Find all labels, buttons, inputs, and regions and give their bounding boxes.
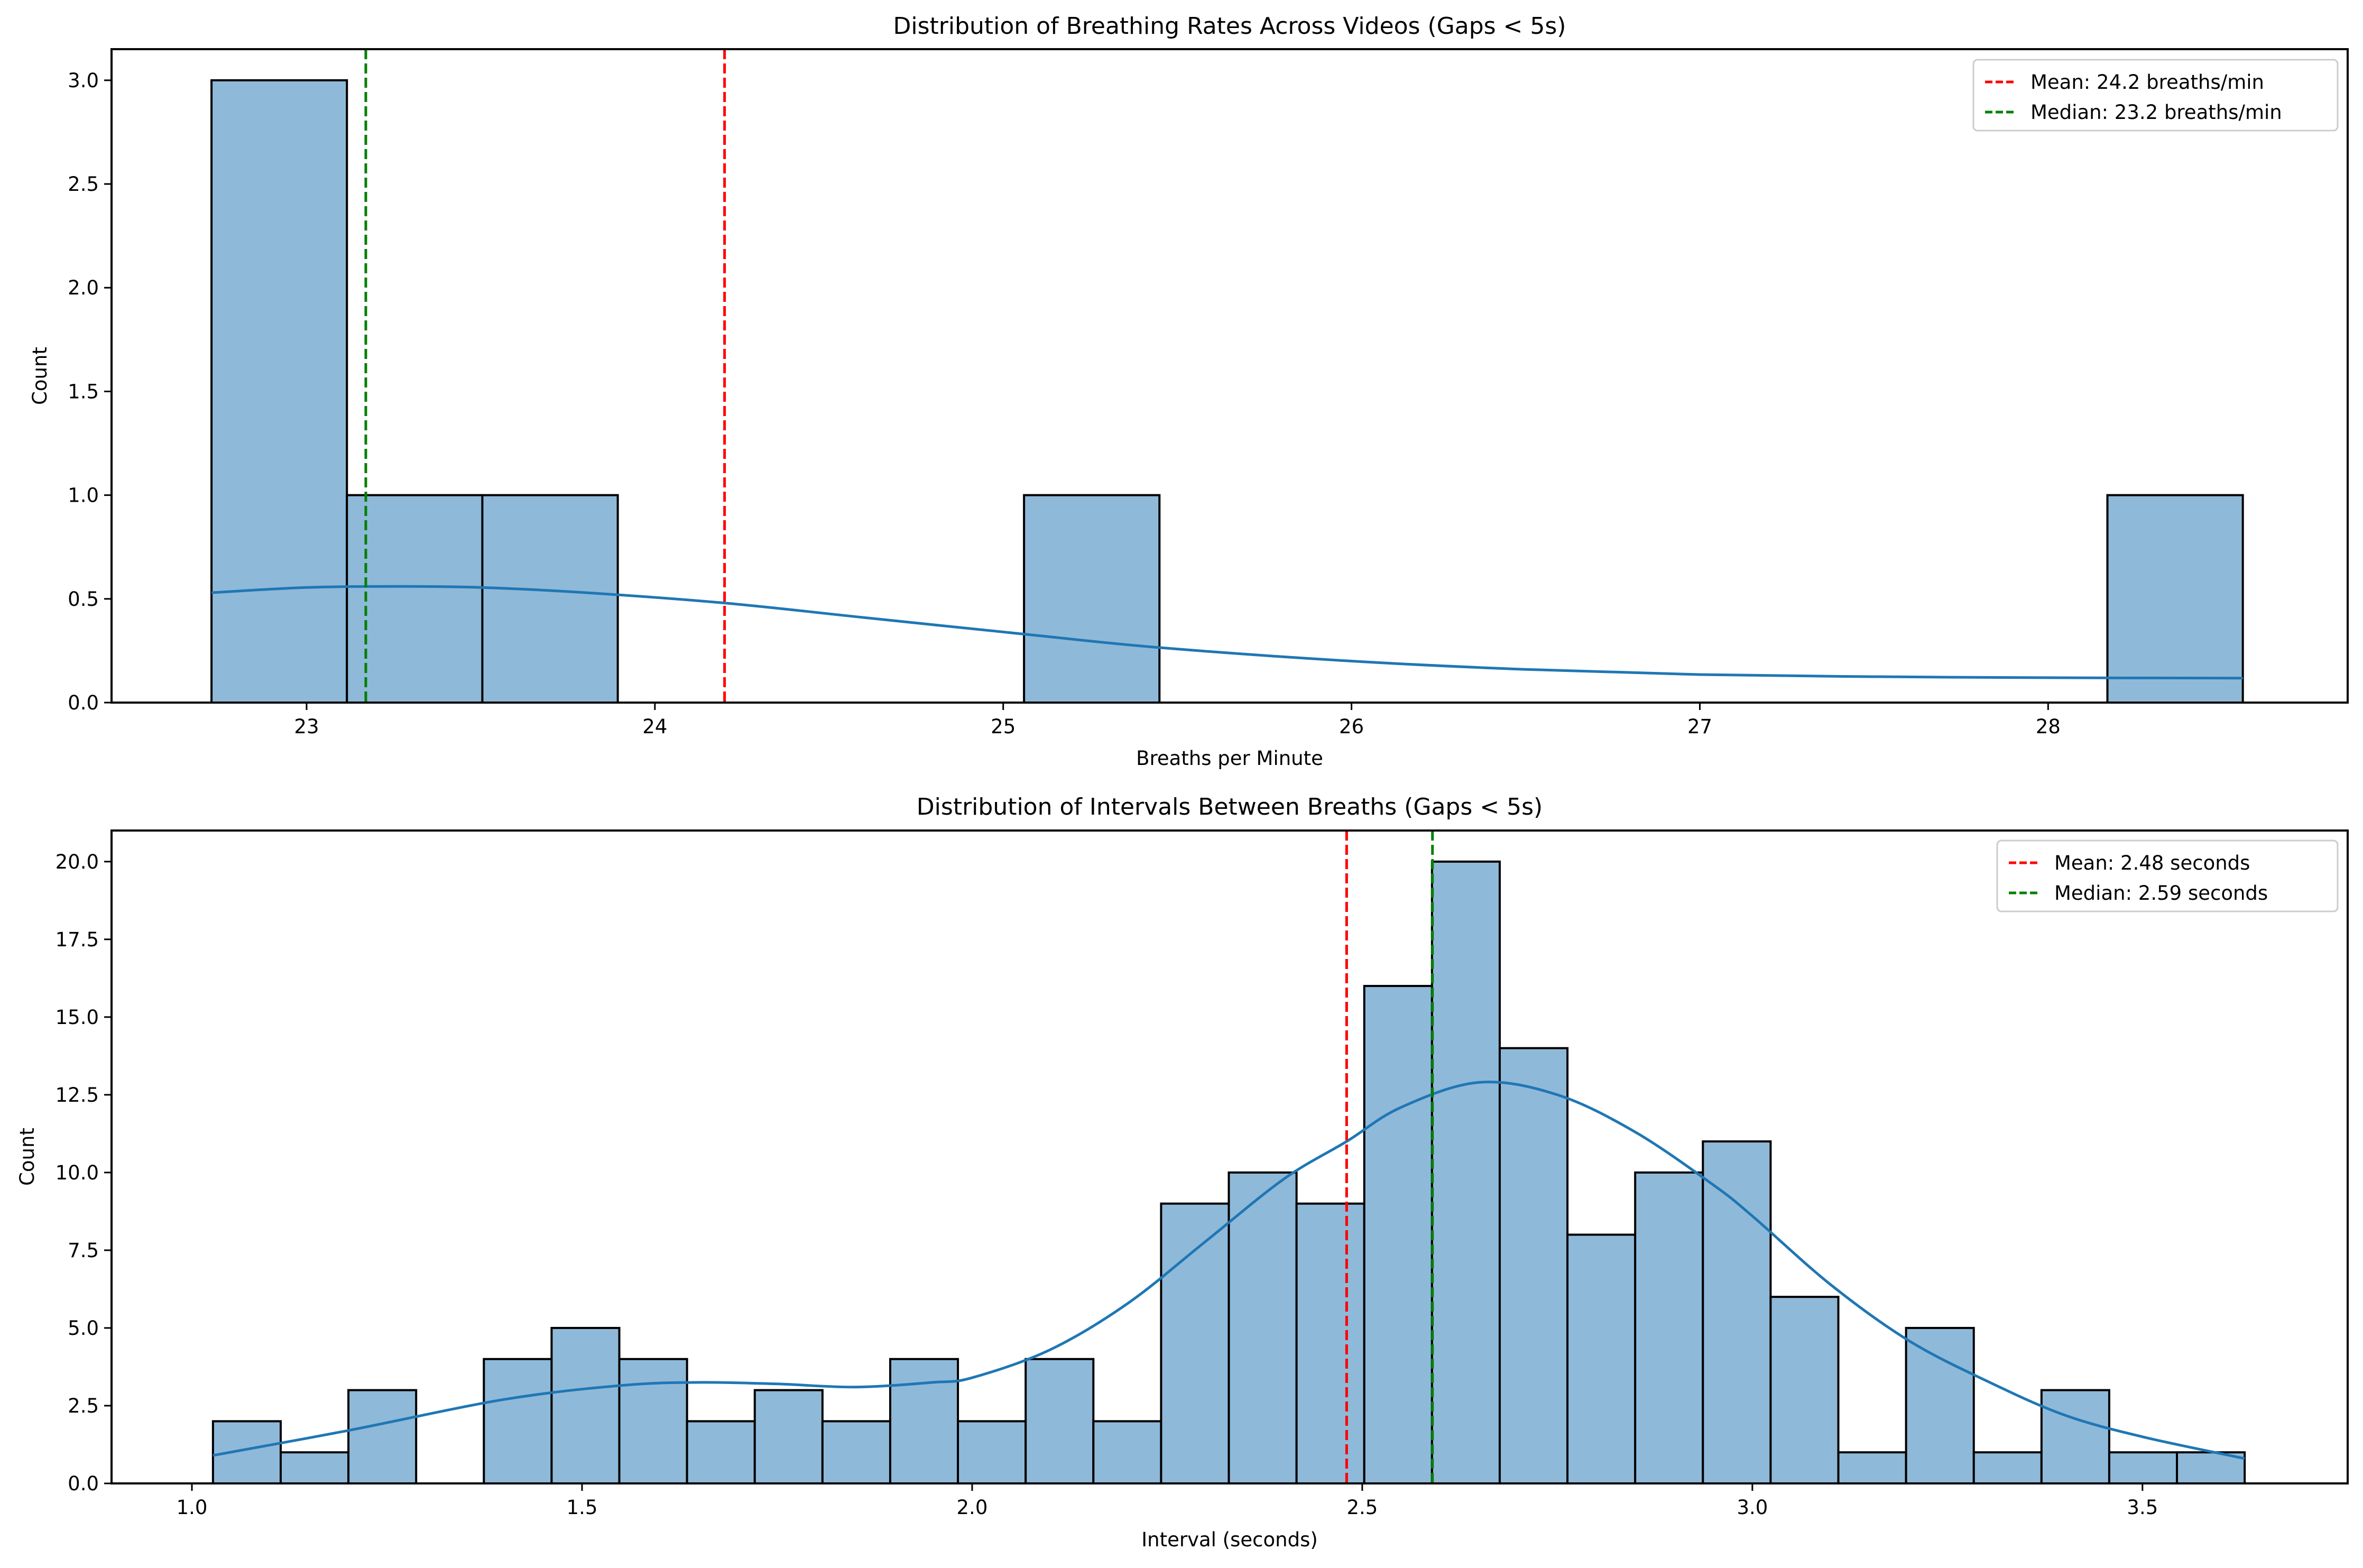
histogram-bar bbox=[1837, 1451, 1907, 1484]
histogram-bar bbox=[1769, 1296, 1840, 1484]
y-tick-label: 17.5 bbox=[56, 928, 99, 951]
axes bbox=[110, 829, 2349, 1484]
histogram-bar bbox=[821, 1420, 891, 1484]
x-tick-label: 23 bbox=[294, 715, 319, 738]
histogram-bar bbox=[686, 1420, 756, 1484]
histogram-bar bbox=[210, 79, 348, 704]
histogram-bar bbox=[2106, 494, 2244, 704]
y-tick-label: 1.0 bbox=[68, 484, 99, 507]
reference-lines bbox=[1345, 831, 1434, 1483]
kde-curve bbox=[211, 585, 2243, 680]
kde-curve bbox=[213, 1081, 2245, 1460]
breathing-rate-histogram: Distribution of Breathing Rates Across V… bbox=[29, 13, 2349, 770]
x-tick-label: 24 bbox=[642, 715, 667, 738]
axes-frame bbox=[110, 48, 2349, 704]
y-axis-label: Count bbox=[16, 1128, 39, 1186]
x-tick-label: 1.0 bbox=[177, 1496, 208, 1519]
x-tick-label: 2.5 bbox=[1346, 1496, 1378, 1519]
histogram-bar bbox=[1905, 1326, 1975, 1484]
chart-title: Distribution of Breathing Rates Across V… bbox=[893, 13, 1566, 40]
axes bbox=[110, 48, 2349, 704]
y-axis-ticks: 0.0 2.5 5.0 7.5 10.0 12.5 15.0 17.5 20.0 bbox=[56, 851, 112, 1495]
histogram-bar bbox=[2108, 1451, 2179, 1484]
legend-box bbox=[1996, 840, 2339, 912]
histogram-bar bbox=[1227, 1171, 1298, 1484]
y-tick-label: 7.5 bbox=[68, 1239, 99, 1262]
histogram-bar bbox=[481, 494, 619, 704]
histogram-bar bbox=[1092, 1420, 1162, 1484]
y-tick-label: 2.5 bbox=[68, 173, 99, 196]
axes-frame bbox=[110, 829, 2349, 1484]
legend: Mean: 24.2 breaths/min Median: 23.2 breat… bbox=[1972, 59, 2339, 132]
x-tick-label: 26 bbox=[1339, 715, 1364, 738]
histogram-bars bbox=[210, 79, 2244, 704]
histogram-bar bbox=[1430, 860, 1501, 1484]
histogram-bar bbox=[889, 1358, 959, 1485]
histogram-bar bbox=[279, 1451, 350, 1484]
y-tick-label: 3.0 bbox=[68, 69, 99, 92]
mean-legend-label: Mean: 2.48 seconds bbox=[2054, 852, 2250, 874]
y-tick-label: 2.0 bbox=[68, 276, 99, 299]
histogram-bar bbox=[1634, 1171, 1704, 1484]
histogram-bar bbox=[753, 1389, 824, 1485]
histogram-bar bbox=[957, 1420, 1027, 1484]
x-tick-label: 3.5 bbox=[2127, 1496, 2158, 1519]
y-axis-label: Count bbox=[29, 347, 51, 405]
x-tick-label: 3.0 bbox=[1737, 1496, 1768, 1519]
y-tick-label: 20.0 bbox=[56, 851, 99, 873]
histogram-bar bbox=[1566, 1233, 1637, 1485]
x-tick-label: 28 bbox=[2036, 715, 2061, 738]
breath-interval-histogram: Distribution of Intervals Between Breath… bbox=[16, 794, 2349, 1551]
reference-lines bbox=[364, 49, 726, 703]
histogram-bar bbox=[550, 1326, 621, 1484]
x-tick-label: 1.5 bbox=[567, 1496, 598, 1519]
y-tick-label: 15.0 bbox=[56, 1006, 99, 1029]
legend: Mean: 2.48 seconds Median: 2.59 seconds bbox=[1996, 840, 2339, 912]
histogram-bar bbox=[1972, 1451, 2043, 1484]
histogram-bar bbox=[1160, 1202, 1230, 1485]
x-tick-label: 25 bbox=[991, 715, 1016, 738]
median-legend-label: Median: 23.2 breaths/min bbox=[2030, 101, 2282, 124]
x-tick-label: 27 bbox=[1687, 715, 1712, 738]
y-tick-label: 0.0 bbox=[68, 691, 99, 714]
y-tick-label: 10.0 bbox=[56, 1161, 99, 1184]
y-tick-label: 2.5 bbox=[68, 1395, 99, 1417]
histogram-bar bbox=[1702, 1140, 1772, 1484]
histogram-bar bbox=[1363, 985, 1433, 1484]
kde-curve-group bbox=[211, 585, 2243, 680]
histogram-bar bbox=[618, 1358, 688, 1485]
histogram-bar bbox=[1498, 1047, 1569, 1484]
x-tick-label: 2.0 bbox=[957, 1496, 988, 1519]
x-axis-ticks: 1.0 1.5 2.0 2.5 3.0 3.5 bbox=[177, 1483, 2158, 1519]
x-axis-label: Breaths per Minute bbox=[1136, 747, 1323, 770]
y-tick-label: 5.0 bbox=[68, 1317, 99, 1340]
x-axis-label: Interval (seconds) bbox=[1141, 1528, 1318, 1551]
histogram-bar bbox=[347, 1389, 418, 1485]
histogram-bar bbox=[2040, 1389, 2110, 1485]
x-axis-ticks: 23 24 25 26 27 28 bbox=[294, 703, 2061, 738]
y-tick-label: 1.5 bbox=[68, 380, 99, 403]
chart-title: Distribution of Intervals Between Breath… bbox=[917, 794, 1543, 820]
y-axis-ticks: 0.0 0.5 1.0 1.5 2.0 2.5 3.0 bbox=[68, 69, 112, 714]
histogram-bar bbox=[1024, 1358, 1095, 1485]
mean-legend-label: Mean: 24.2 breaths/min bbox=[2030, 71, 2264, 94]
y-tick-label: 0.0 bbox=[68, 1472, 99, 1495]
y-tick-label: 12.5 bbox=[56, 1084, 99, 1106]
histogram-bar bbox=[483, 1358, 553, 1485]
histogram-bar bbox=[346, 494, 484, 704]
y-tick-label: 0.5 bbox=[68, 588, 99, 611]
legend-box bbox=[1972, 59, 2339, 132]
median-legend-label: Median: 2.59 seconds bbox=[2054, 882, 2268, 905]
histogram-bar bbox=[1023, 494, 1161, 704]
histogram-bar bbox=[1295, 1202, 1365, 1485]
kde-curve-group bbox=[213, 1081, 2245, 1460]
